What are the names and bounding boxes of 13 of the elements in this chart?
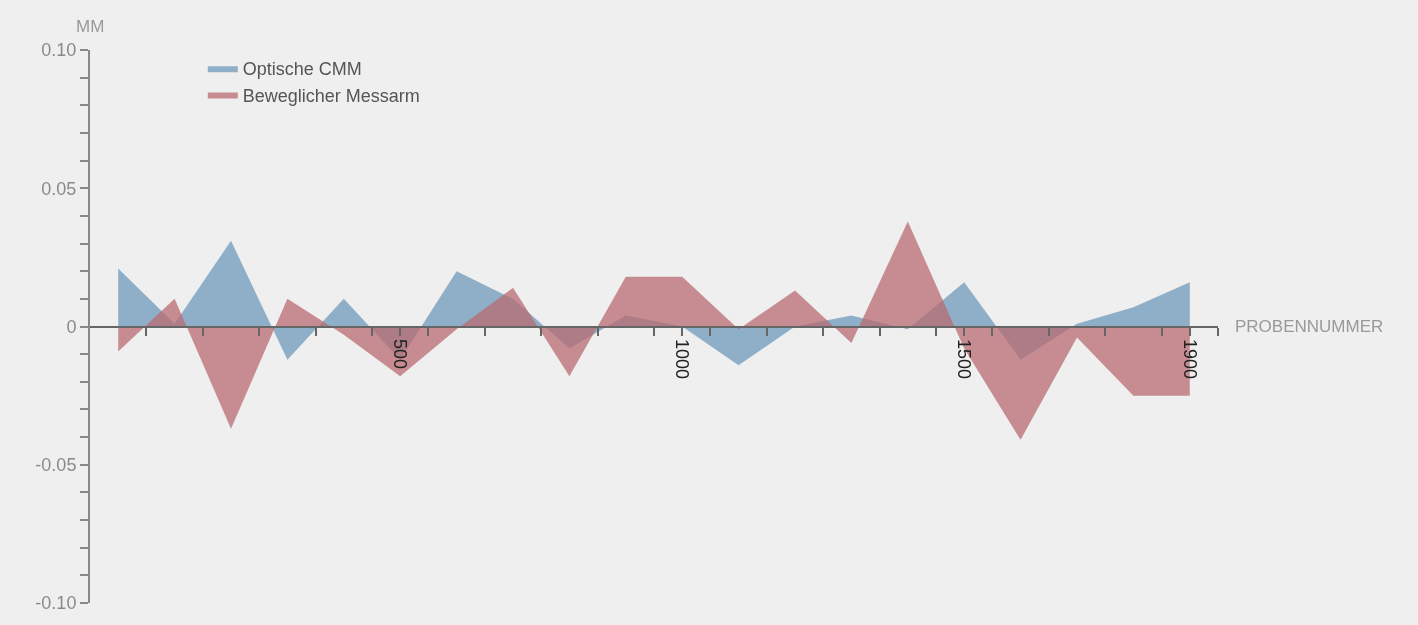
x-tick-label: 1900 bbox=[1179, 339, 1200, 380]
y-tick-label: -0.10 bbox=[35, 593, 77, 614]
x-axis-title: PROBENNUMMER bbox=[1235, 317, 1384, 336]
y-tick-label: -0.05 bbox=[35, 455, 77, 476]
x-tick-label: 1000 bbox=[672, 339, 693, 380]
y-tick-label: 0.05 bbox=[41, 178, 77, 199]
y-tick-label: 0.10 bbox=[41, 40, 77, 61]
legend-label: Beweglicher Messarm bbox=[242, 85, 420, 106]
legend-label: Optische CMM bbox=[242, 59, 362, 80]
y-axis-title: MM bbox=[76, 17, 105, 36]
y-tick-label: 0 bbox=[66, 316, 77, 337]
x-tick-label: 500 bbox=[390, 339, 411, 370]
x-tick-label: 1500 bbox=[954, 339, 975, 380]
